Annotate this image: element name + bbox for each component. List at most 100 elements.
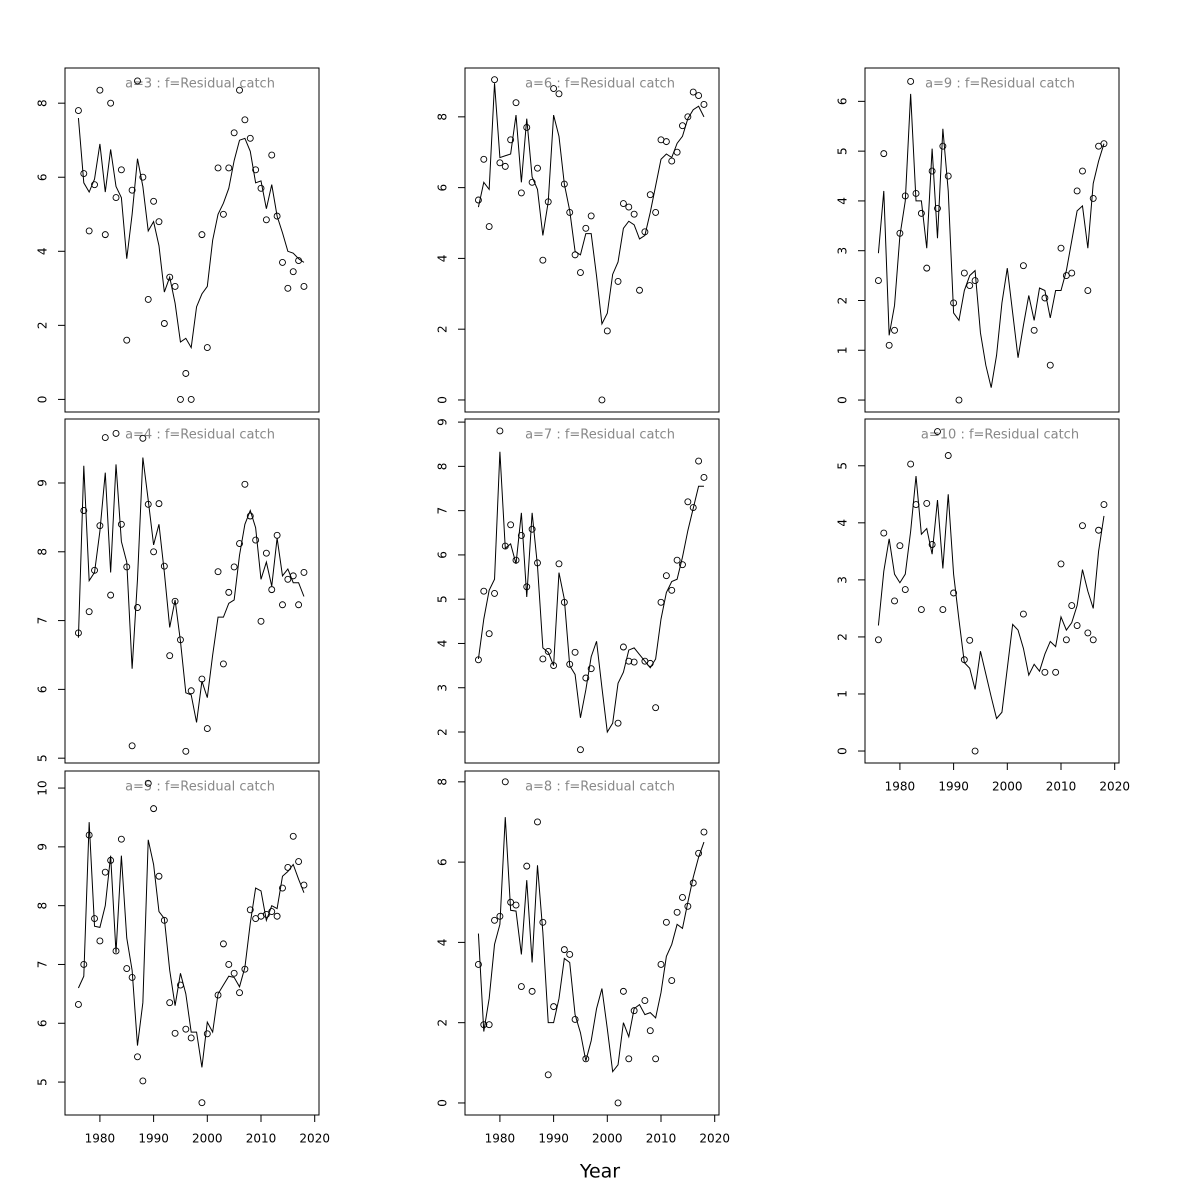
data-point: [923, 264, 931, 272]
data-point: [1019, 610, 1027, 618]
data-point: [150, 197, 158, 205]
data-point: [917, 606, 925, 613]
x-tick-label: 2010: [1046, 780, 1077, 794]
data-point: [128, 742, 136, 750]
data-point: [1089, 194, 1097, 202]
data-point: [950, 589, 958, 597]
fitted-line: [477, 451, 704, 734]
data-point: [652, 1055, 660, 1063]
data-point: [139, 1077, 147, 1085]
data-point: [971, 277, 979, 285]
data-point: [1079, 167, 1086, 175]
data-point: [646, 191, 654, 199]
y-tick-label: 2: [836, 633, 850, 641]
y-tick-label: 0: [36, 396, 50, 404]
data-point: [700, 473, 708, 481]
data-point: [268, 586, 276, 594]
y-tick-label: 8: [436, 113, 450, 121]
panel-title: a=3 : f=Residual catch: [125, 77, 275, 92]
data-point: [123, 965, 131, 973]
data-point: [614, 277, 622, 285]
data-point: [960, 269, 968, 277]
data-point: [284, 575, 292, 583]
data-point: [625, 1055, 633, 1063]
y-tick-label: 2: [436, 728, 450, 736]
y-tick-label: 4: [436, 640, 450, 648]
data-point: [485, 1021, 493, 1029]
data-point: [679, 893, 686, 901]
data-point: [187, 687, 195, 695]
data-point: [577, 746, 584, 754]
data-point: [885, 341, 893, 349]
y-tick-label: 5: [36, 1078, 50, 1086]
panel-title: a=4 : f=Residual catch: [125, 428, 275, 443]
data-point: [695, 92, 703, 100]
data-point: [923, 499, 931, 507]
data-point: [1062, 636, 1070, 644]
data-point: [246, 512, 254, 520]
data-point: [74, 1000, 82, 1008]
data-point: [673, 556, 681, 564]
data-point: [257, 184, 265, 192]
data-point: [662, 572, 670, 580]
data-point: [517, 983, 525, 991]
panel-title: a=10 : f=Residual catch: [921, 428, 1079, 443]
data-point: [257, 617, 265, 625]
y-tick-label: 3: [836, 247, 850, 255]
data-point: [187, 1034, 195, 1042]
data-point: [512, 901, 520, 909]
data-point: [501, 778, 509, 786]
y-tick-label: 2: [436, 1019, 450, 1027]
data-point: [880, 150, 888, 158]
data-point: [891, 597, 898, 605]
data-point: [907, 460, 915, 468]
panel-title: a=6 : f=Residual catch: [525, 77, 675, 92]
y-tick-label: 7: [36, 617, 50, 625]
panel-title: a=5 : f=Residual catch: [125, 780, 275, 795]
data-point: [230, 969, 238, 977]
y-tick-label: 2: [836, 297, 850, 305]
y-tick-label: 6: [836, 98, 850, 106]
data-point: [96, 86, 104, 94]
data-point: [225, 164, 233, 172]
data-point: [112, 194, 120, 202]
data-point: [560, 946, 568, 954]
fitted-line: [77, 822, 305, 1068]
data-point: [480, 155, 488, 163]
data-point: [134, 1053, 141, 1061]
data-point: [112, 429, 120, 437]
y-tick-label: 7: [436, 507, 450, 515]
x-tick-label: 2010: [246, 1132, 277, 1146]
data-point: [619, 643, 627, 651]
data-point: [539, 655, 547, 663]
data-point: [689, 504, 697, 511]
data-point: [273, 212, 281, 220]
data-point: [107, 591, 115, 599]
data-point: [203, 1030, 211, 1038]
data-point: [700, 828, 708, 836]
data-point: [625, 203, 633, 211]
data-point: [295, 601, 303, 609]
data-point: [641, 997, 649, 1005]
y-tick-label: 9: [36, 479, 50, 487]
data-point: [571, 648, 579, 656]
fitted-line: [77, 117, 305, 350]
data-point: [928, 541, 936, 548]
data-point: [236, 989, 243, 997]
data-point: [144, 779, 152, 787]
data-point: [1041, 294, 1049, 302]
data-point: [630, 658, 638, 666]
data-point: [571, 1016, 579, 1023]
data-point: [203, 725, 211, 733]
y-tick-label: 9: [36, 843, 50, 851]
data-point: [485, 223, 493, 231]
data-point: [101, 231, 109, 239]
data-point: [603, 327, 611, 335]
data-point: [246, 906, 254, 914]
y-tick-label: 3: [436, 684, 450, 692]
data-point: [289, 832, 297, 840]
data-point: [668, 977, 676, 984]
data-point: [971, 747, 979, 755]
